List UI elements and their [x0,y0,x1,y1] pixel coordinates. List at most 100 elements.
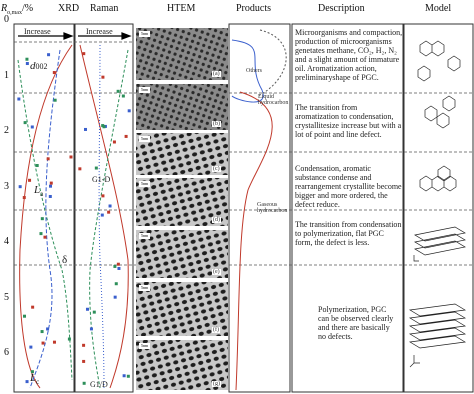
scatter-point [46,157,50,161]
la-text: L [34,184,41,196]
description: The transition from aromatization to con… [295,103,402,139]
scatter-point [30,370,34,374]
lc-sub: c [36,378,40,387]
header: Description [318,3,365,14]
molecular-models [408,40,467,368]
stage-dividers [14,41,474,266]
axis-label-sub: o,max [7,10,22,16]
scatter-point [49,184,53,188]
product-label: Others [246,68,262,74]
scatter-point [25,62,29,66]
scatter-point [25,380,29,384]
scatter-point [114,282,118,286]
scatter-point [84,127,88,131]
scatter-point [82,359,86,363]
scatter-point [116,89,120,93]
scatter-point [78,167,82,171]
header: Raman [90,3,119,14]
panel-label: (c) [212,166,221,172]
scatter-point [94,166,98,170]
xrd-delta: δ [62,254,68,266]
description: Polymerization, PGC can be observed clea… [318,305,394,341]
scatter-point [18,185,22,189]
axis-tick-label: 5 [4,291,9,303]
scatter-point [124,134,128,138]
scale-bar: 5nm [139,31,151,37]
scatter-point [127,109,131,113]
scatter-point [48,194,52,198]
axis-label-unit: /% [21,3,34,14]
scatter-point [25,57,29,61]
scatter-point [23,314,27,318]
d-text: d [30,60,36,72]
scatter-point [23,121,27,125]
header: XRD [58,3,80,14]
scatter-point [53,98,57,102]
scatter-point [116,262,120,266]
scatter-point [46,327,50,331]
scatter-point [29,345,33,349]
scatter-point [121,94,125,98]
raman-g1-over-d: G1/D [90,380,108,389]
scale-bar: 5nm [139,136,151,142]
scatter-point [39,232,43,236]
scatter-point [43,235,47,239]
scatter-point [17,97,21,101]
d-sub: 002 [35,62,48,71]
scatter-point [102,125,106,129]
axis-tick-label: 3 [4,180,9,192]
scatter-point [89,327,93,331]
product-label: Liquid hydrocarbon [258,94,289,106]
axis-label-text: R [1,3,8,14]
scale-bar: 5nm [139,87,151,93]
scatter-point [35,164,39,168]
scatter-point [112,140,116,144]
scatter-point [126,374,130,378]
scale-bar: 5nm [139,233,151,239]
xrd-d002: d002 [30,60,48,72]
panel-label: (e) [212,269,221,275]
raman-g1d: G1-D [92,175,111,184]
description: Condensation, aromatic substance condens… [295,164,402,209]
scatter-point [22,196,26,200]
axis-tick-label: 2 [4,125,9,136]
scatter-points [17,52,131,385]
scatter-point [52,71,56,75]
scatter-point [40,217,44,221]
scatter-point [101,194,105,198]
scatter-point [82,343,86,347]
scatter-point [92,310,96,314]
axis-tick-label: 6 [4,347,9,358]
panel-label: (g) [212,381,221,387]
increase-arrows [18,32,132,40]
panel-label: (b) [212,121,221,127]
description: The transition from condensation to poly… [295,220,402,247]
scatter-point [47,53,51,57]
scatter-point [100,213,104,217]
scatter-point [67,337,71,341]
xrd-increase: Increase [24,27,51,36]
scale-bar: 5nm [139,285,151,291]
scatter-point [30,125,34,129]
scatter-point [107,210,111,214]
scatter-point [31,305,35,309]
panel-label: (d) [212,217,221,223]
scatter-point [52,340,56,344]
scatter-point [122,374,126,378]
axis-label: Ro,max/% [1,3,33,16]
scatter-point [69,155,73,159]
header: Products [236,3,271,14]
scale-bar: 5nm [139,343,151,349]
axis-tick-label: 1 [4,69,9,81]
scatter-point [82,52,86,56]
panel-label: (f) [212,327,220,333]
scatter-point [49,181,53,185]
axis-tick-label: 0 [4,14,9,25]
scatter-point [113,264,117,268]
xrd-lc: Lc [30,373,40,388]
scatter-point [41,341,45,345]
scatter-point [113,295,117,299]
scatter-point [40,330,44,334]
scatter-point [101,75,105,79]
